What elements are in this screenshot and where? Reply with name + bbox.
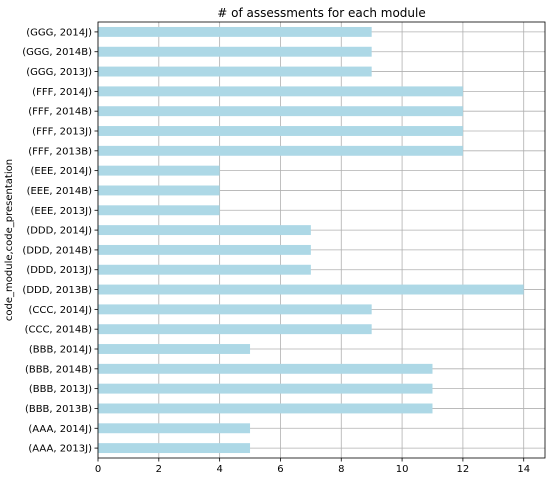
bar	[98, 284, 524, 295]
bar	[98, 205, 220, 216]
y-tick-label: (CCC, 2014J)	[28, 305, 92, 316]
x-tick-label: 2	[156, 464, 162, 475]
bars	[98, 26, 524, 454]
bar	[98, 106, 463, 117]
bar	[98, 383, 433, 394]
bar	[98, 443, 251, 454]
bar	[98, 244, 311, 255]
x-axis-ticks: 0 2 4 6 8 10 12 14	[95, 458, 530, 475]
bar	[98, 66, 372, 77]
y-tick-label: (EEE, 2014J)	[30, 166, 92, 177]
x-tick-label: 6	[277, 464, 283, 475]
bar	[98, 225, 311, 236]
y-axis-ticks: (AAA, 2013J) (AAA, 2014J) (BBB, 2013B) (BBB…	[22, 27, 98, 455]
y-tick-label: (DDD, 2014B)	[22, 245, 92, 256]
y-tick-label: (FFF, 2013J)	[32, 127, 92, 138]
y-tick-label: (FFF, 2013B)	[28, 146, 92, 157]
bar	[98, 86, 463, 97]
y-tick-label: (GGG, 2013J)	[26, 67, 92, 78]
chart-title: # of assessments for each module	[217, 6, 425, 20]
y-tick-label: (AAA, 2014J)	[28, 424, 92, 435]
y-tick-label: (CCC, 2014B)	[25, 325, 93, 336]
y-tick-label: (GGG, 2014B)	[22, 47, 92, 58]
y-tick-label: (DDD, 2013J)	[26, 265, 92, 276]
y-tick-label: (DDD, 2013B)	[22, 285, 92, 296]
bar	[98, 363, 433, 374]
y-axis-label: code_module,code_presentation	[4, 159, 15, 321]
bar	[98, 165, 220, 176]
bar	[98, 324, 372, 335]
y-tick-label: (EEE, 2013J)	[30, 206, 92, 217]
x-tick-label: 14	[517, 464, 530, 475]
y-tick-label: (BBB, 2014J)	[29, 345, 92, 356]
y-tick-label: (FFF, 2014J)	[32, 87, 92, 98]
plot-frame	[97, 21, 546, 459]
bar	[98, 145, 463, 156]
x-tick-label: 12	[457, 464, 470, 475]
y-tick-label: (DDD, 2014J)	[26, 226, 92, 237]
y-tick-label: (FFF, 2014B)	[28, 107, 92, 118]
bar	[98, 46, 372, 57]
y-tick-label: (BBB, 2013J)	[29, 384, 92, 395]
bar	[98, 344, 251, 354]
y-tick-label: (GGG, 2014J)	[26, 27, 92, 38]
y-tick-label: (AAA, 2013J)	[28, 444, 92, 455]
bar	[98, 304, 372, 315]
x-tick-label: 4	[216, 464, 222, 475]
x-tick-label: 8	[338, 464, 344, 475]
y-tick-label: (BBB, 2014B)	[25, 364, 92, 375]
bar	[98, 126, 463, 136]
bar	[98, 185, 220, 196]
x-tick-label: 0	[95, 464, 101, 475]
y-tick-label: (EEE, 2014B)	[27, 186, 93, 197]
x-tick-label: 10	[396, 464, 409, 475]
bar	[98, 264, 311, 275]
bar	[98, 423, 251, 434]
bar	[98, 403, 433, 414]
y-tick-label: (BBB, 2013B)	[25, 404, 92, 415]
bar	[98, 26, 372, 37]
